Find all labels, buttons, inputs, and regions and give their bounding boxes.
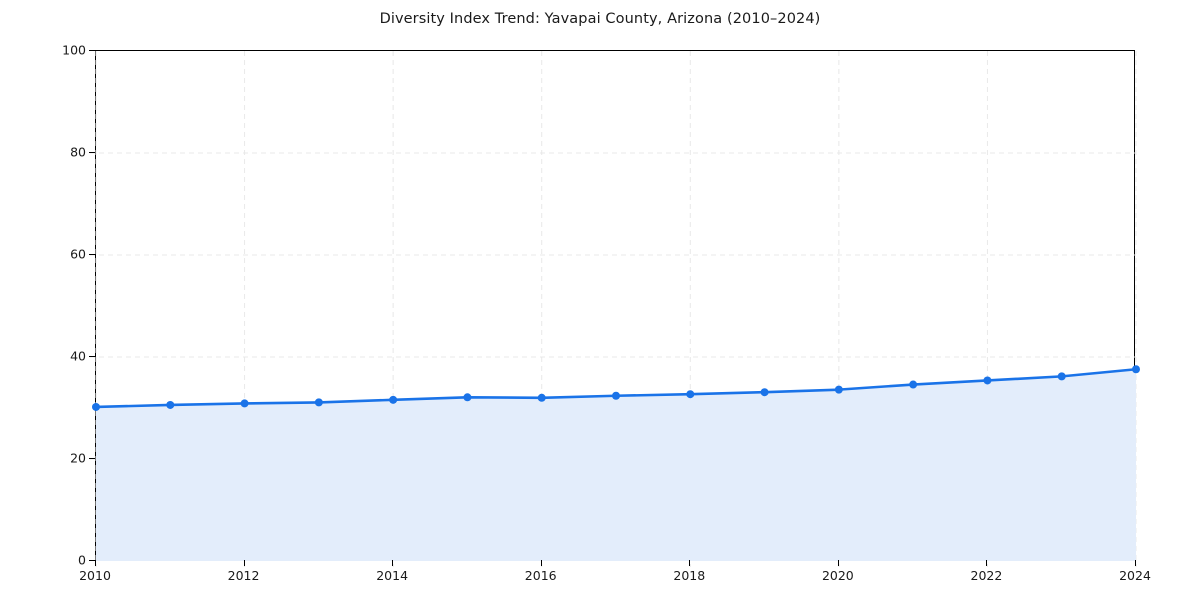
y-axis-tick-mark [89, 458, 95, 459]
y-axis-tick-mark [89, 560, 95, 561]
data-point-marker[interactable] [834, 385, 843, 394]
y-axis-tick-label: 0 [78, 552, 86, 568]
x-axis-tick-label: 2010 [79, 568, 111, 583]
y-axis-tick-mark [89, 254, 95, 255]
x-axis-tick-mark [986, 560, 988, 566]
x-axis-tick-label: 2016 [524, 568, 557, 583]
x-axis-tick-mark [243, 560, 245, 566]
x-axis-tick-label: 2012 [227, 568, 260, 583]
data-series-diversity-index [92, 365, 1140, 561]
x-axis-tick-mark [540, 560, 542, 566]
x-axis-tick-label: 2022 [970, 568, 1003, 583]
y-axis-tick-mark [89, 356, 95, 357]
x-axis-tick-label: 2020 [821, 568, 854, 583]
data-point-marker[interactable] [612, 391, 620, 400]
y-axis-tick-label: 80 [70, 144, 86, 160]
x-axis-tick-label: 2024 [1119, 568, 1151, 583]
data-point-marker[interactable] [463, 393, 472, 402]
data-point-marker[interactable] [1132, 365, 1140, 374]
data-point-marker[interactable] [909, 380, 918, 389]
data-point-marker[interactable] [314, 398, 323, 407]
x-axis-tick-label: 2018 [673, 568, 706, 583]
y-axis-tick-mark [89, 50, 95, 51]
x-axis-tick-mark [689, 560, 691, 566]
x-axis-tick-mark [1135, 560, 1136, 566]
x-axis-tick-label: 2014 [376, 568, 409, 583]
data-point-marker[interactable] [537, 393, 546, 402]
data-point-marker[interactable] [686, 390, 695, 399]
x-axis-tick-mark [837, 560, 839, 566]
y-axis-tick-label: 60 [70, 246, 86, 262]
grid-lines [90, 51, 1137, 567]
data-point-marker[interactable] [760, 388, 769, 397]
y-axis-tick-mark [89, 152, 95, 153]
data-point-marker[interactable] [389, 395, 398, 404]
data-point-marker[interactable] [983, 376, 992, 385]
plot-area [90, 50, 1140, 567]
data-point-marker[interactable] [166, 400, 175, 409]
data-point-marker[interactable] [240, 399, 249, 408]
x-axis-tick-mark [392, 560, 394, 566]
x-axis-tick-mark [95, 560, 96, 566]
y-axis-tick-label: 100 [62, 42, 86, 58]
chart-title: Diversity Index Trend: Yavapai County, A… [379, 11, 821, 27]
area-fill [96, 369, 1136, 561]
y-axis-tick-label: 20 [70, 450, 86, 466]
y-axis-tick-label: 40 [70, 348, 86, 364]
data-point-marker[interactable] [92, 402, 100, 411]
data-point-marker[interactable] [1057, 372, 1066, 381]
